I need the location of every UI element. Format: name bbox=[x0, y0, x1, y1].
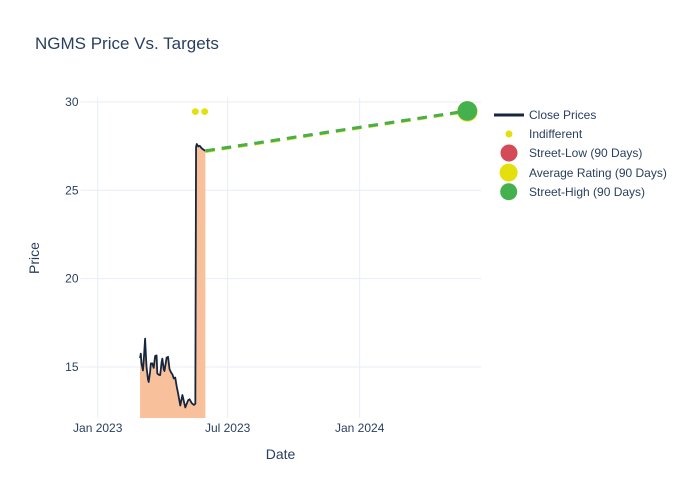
legend-dot-swatch bbox=[494, 182, 524, 201]
close-price-area bbox=[140, 143, 206, 419]
legend-item[interactable]: Average Rating (90 Days) bbox=[494, 163, 667, 182]
close-price-line bbox=[139, 143, 206, 409]
target-end-marker bbox=[457, 101, 478, 121]
y-tick-label: 25 bbox=[65, 183, 79, 197]
legend-item-label: Close Prices bbox=[529, 107, 597, 122]
legend-line-swatch bbox=[494, 105, 524, 124]
chart-title: NGMS Price Vs. Targets bbox=[35, 34, 219, 53]
legend-item-label: Street-Low (90 Days) bbox=[529, 146, 643, 161]
legend-item-label: Street-High (90 Days) bbox=[529, 184, 646, 199]
y-tick-label: 30 bbox=[65, 95, 79, 109]
y-tick-label: 15 bbox=[65, 360, 79, 374]
x-tick-label: Jan 2024 bbox=[335, 421, 385, 435]
legend-item[interactable]: Street-High (90 Days) bbox=[494, 182, 667, 201]
x-axis-title: Date bbox=[265, 446, 296, 462]
x-tick-label: Jul 2023 bbox=[205, 421, 251, 435]
x-tick-label: Jan 2023 bbox=[73, 421, 123, 435]
rating-marker bbox=[191, 108, 199, 116]
legend: Close Prices Indifferent Street-Low (90 Da… bbox=[494, 105, 667, 201]
legend-item[interactable]: Close Prices bbox=[494, 105, 667, 124]
legend-item-label: Indifferent bbox=[529, 126, 583, 141]
tick-labels: Jan 2023 Jul 2023 Jan 2024 15 20 25 30 bbox=[65, 95, 385, 435]
legend-dot-swatch bbox=[494, 163, 524, 182]
legend-item[interactable]: Indifferent bbox=[494, 124, 667, 143]
target-dashed-line bbox=[205, 109, 468, 153]
rating-marker bbox=[201, 108, 209, 116]
legend-dot-swatch bbox=[494, 144, 524, 163]
y-tick-label: 20 bbox=[65, 272, 79, 286]
legend-item[interactable]: Street-Low (90 Days) bbox=[494, 144, 667, 163]
series-layer bbox=[139, 101, 478, 419]
legend-item-label: Average Rating (90 Days) bbox=[529, 165, 667, 180]
legend-dot-swatch bbox=[494, 124, 524, 143]
